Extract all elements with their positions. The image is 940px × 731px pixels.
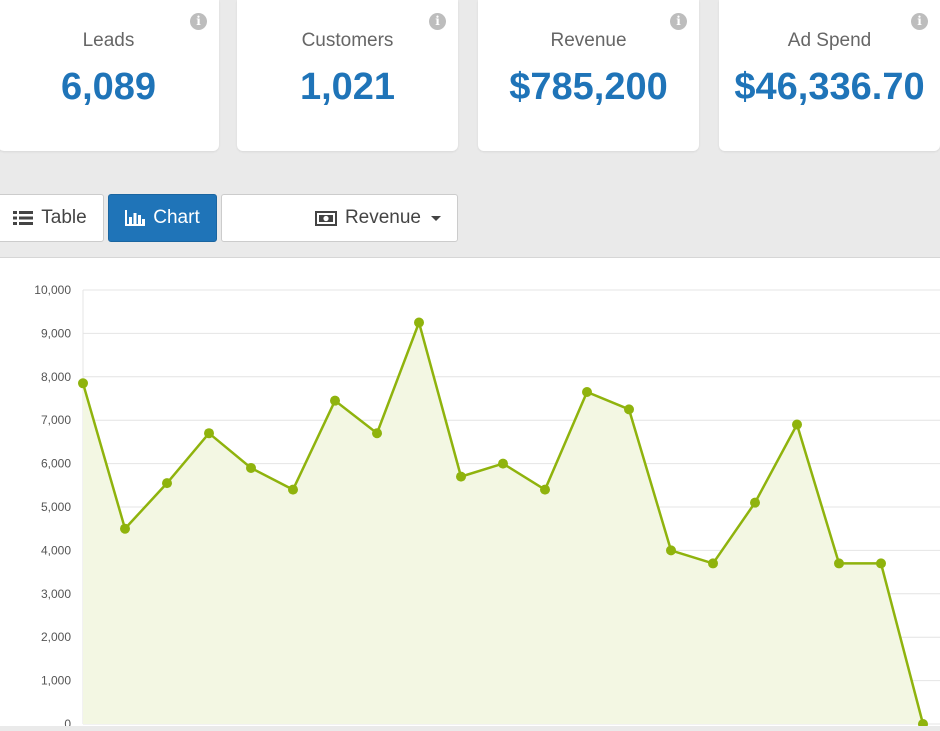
stat-card-leads: i Leads 6,089 — [0, 0, 219, 151]
table-view-button[interactable]: Table — [0, 194, 104, 242]
stat-value: $785,200 — [509, 66, 668, 108]
info-icon[interactable]: i — [670, 13, 687, 30]
stat-label: Revenue — [550, 30, 627, 51]
info-icon[interactable]: i — [911, 13, 928, 30]
data-point[interactable] — [498, 458, 508, 469]
money-icon — [314, 210, 337, 226]
data-point[interactable] — [834, 558, 844, 569]
stat-label: Ad Spend — [787, 30, 872, 51]
stat-card-revenue: i Revenue $785,200 — [478, 0, 699, 151]
metric-dropdown-label: Revenue — [344, 207, 421, 228]
data-point[interactable] — [246, 462, 256, 473]
y-tick-label: 0 — [64, 717, 71, 726]
series-area — [83, 322, 923, 724]
data-point[interactable] — [666, 545, 676, 556]
data-point[interactable] — [708, 558, 718, 569]
stat-card-ad-spend: i Ad Spend $46,336.70 — [719, 0, 940, 151]
chart-view-button[interactable]: Chart — [108, 194, 217, 242]
stat-value: $46,336.70 — [734, 66, 925, 108]
data-point[interactable] — [456, 471, 466, 482]
data-point[interactable] — [414, 317, 424, 328]
stat-card-customers: i Customers 1,021 — [237, 0, 458, 151]
stat-value: 1,021 — [299, 66, 396, 108]
stat-value: 6,089 — [60, 66, 157, 108]
data-point[interactable] — [540, 484, 550, 495]
data-point[interactable] — [624, 404, 634, 415]
table-view-label: Table — [41, 207, 87, 228]
y-tick-label: 2,000 — [41, 630, 71, 644]
metric-dropdown[interactable]: Revenue — [221, 194, 458, 242]
y-tick-label: 4,000 — [41, 543, 71, 557]
y-tick-label: 9,000 — [41, 326, 71, 340]
data-point[interactable] — [120, 523, 130, 534]
revenue-chart: 10,000 9,000 8,000 7,000 6,000 5,000 4,000 3,00… — [34, 283, 940, 731]
data-point[interactable] — [792, 419, 802, 430]
data-point[interactable] — [162, 478, 172, 489]
data-point[interactable] — [330, 395, 340, 406]
y-tick-label: 5,000 — [41, 500, 71, 514]
data-point[interactable] — [372, 428, 382, 439]
data-point[interactable] — [876, 558, 886, 569]
stat-label: Leads — [82, 30, 135, 51]
y-tick-label: 10,000 — [34, 283, 71, 297]
y-tick-label: 8,000 — [41, 370, 71, 384]
info-icon[interactable]: i — [429, 13, 446, 30]
data-point[interactable] — [78, 378, 88, 389]
y-tick-label: 7,000 — [41, 413, 71, 427]
list-icon — [13, 211, 34, 225]
chart-panel: 10,000 9,000 8,000 7,000 6,000 5,000 4,000 3,00… — [0, 257, 940, 731]
y-tick-label: 1,000 — [41, 674, 71, 688]
chart-view-label: Chart — [153, 207, 200, 228]
info-icon[interactable]: i — [190, 13, 207, 30]
data-point[interactable] — [288, 484, 298, 495]
data-point[interactable] — [204, 428, 214, 439]
y-tick-label: 3,000 — [41, 587, 71, 601]
data-point[interactable] — [582, 386, 592, 397]
y-tick-label: 6,000 — [41, 457, 71, 471]
chevron-down-icon — [431, 215, 441, 221]
data-point[interactable] — [750, 497, 760, 508]
stat-label: Customers — [301, 30, 394, 51]
bar-chart-icon — [125, 210, 146, 226]
